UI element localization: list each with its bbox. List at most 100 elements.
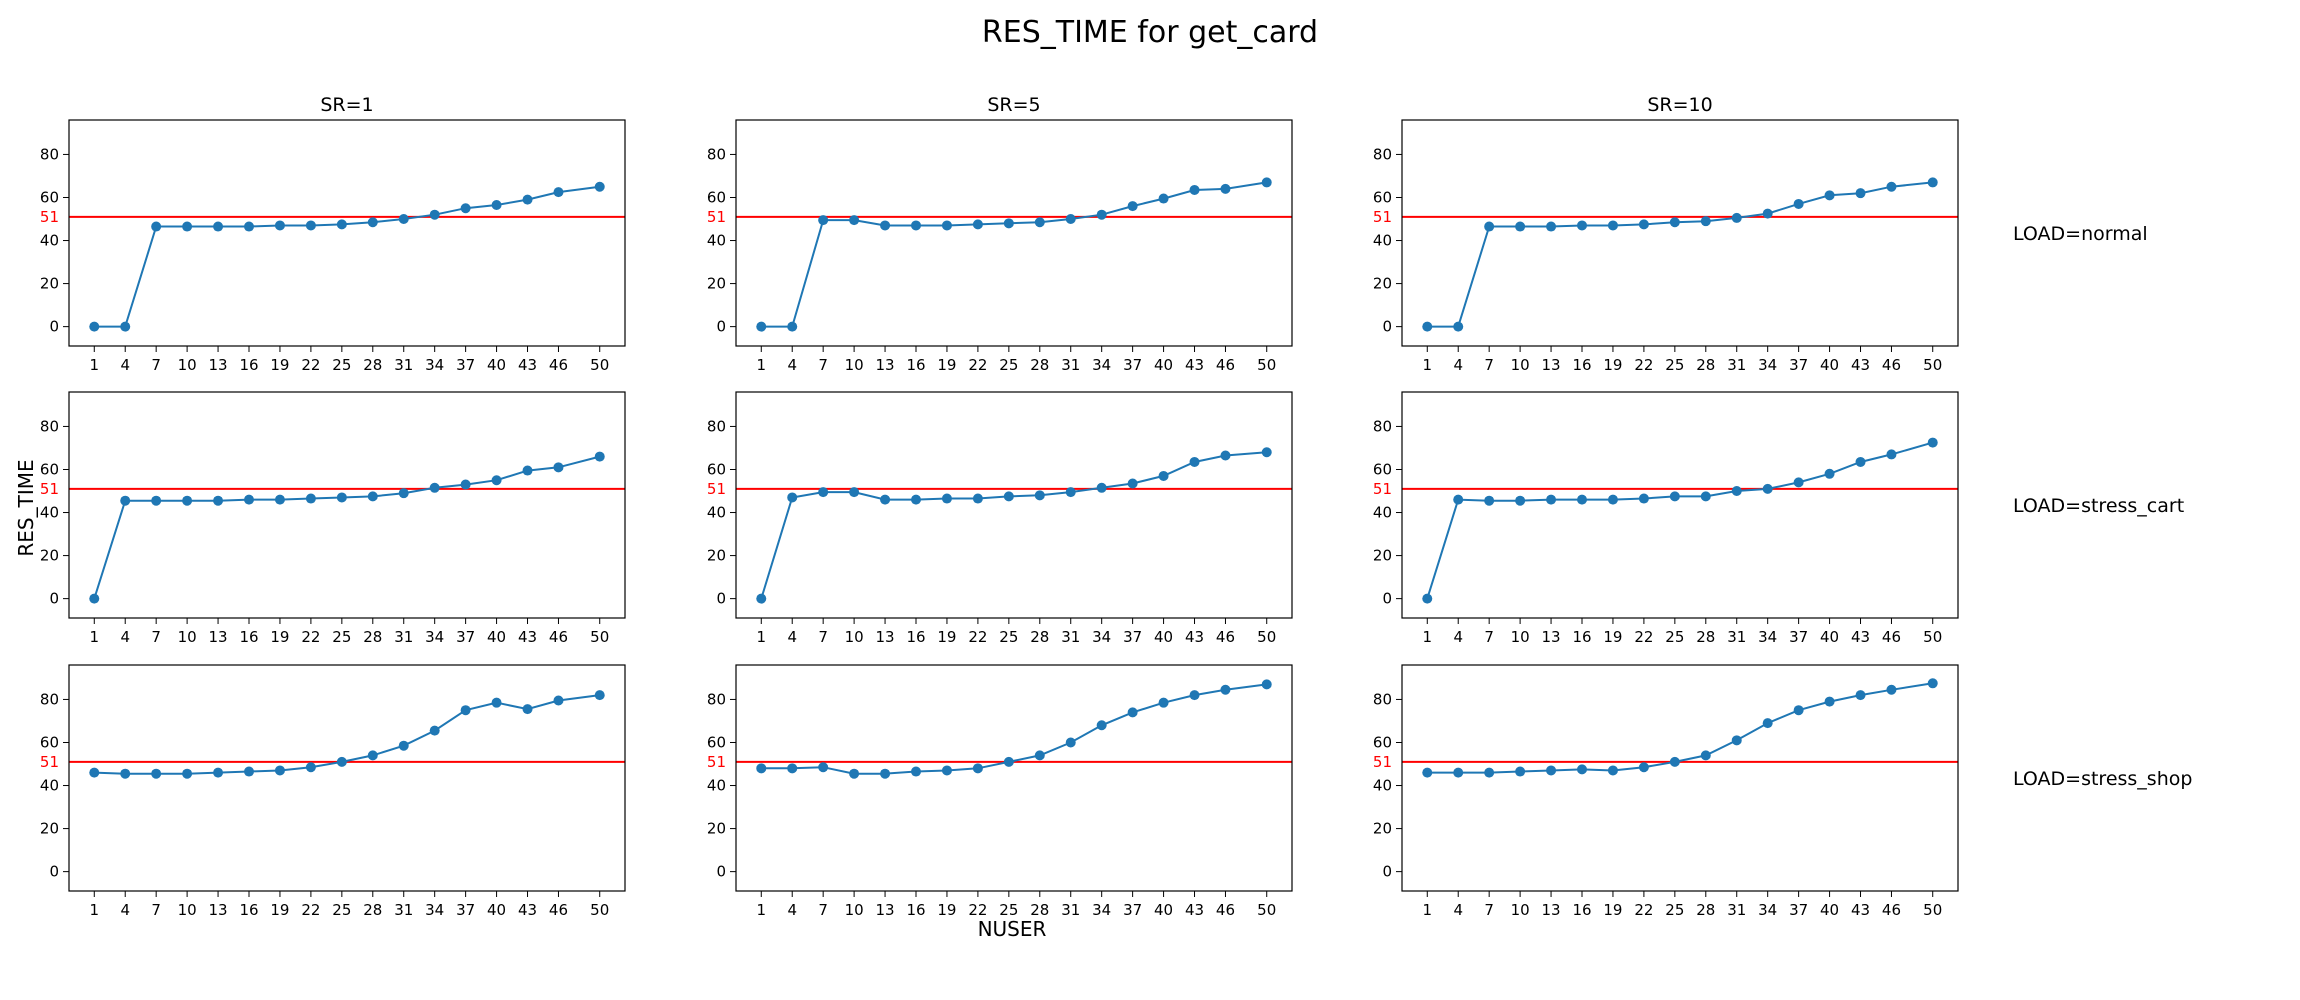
x-tick-label: 50: [1257, 901, 1276, 919]
x-tick-label: 16: [906, 901, 925, 919]
data-point: [1700, 750, 1711, 761]
y-tick-label: 0: [1382, 318, 1392, 336]
data-point: [1700, 491, 1711, 502]
y-tick-label: 80: [707, 417, 726, 435]
data-point: [151, 495, 162, 506]
x-tick-label: 31: [1727, 628, 1746, 646]
data-point: [367, 750, 378, 761]
y-tick-label: 40: [707, 504, 726, 522]
x-tick-label: 19: [937, 356, 956, 374]
x-tick-label: 16: [1572, 628, 1591, 646]
data-point: [849, 768, 860, 779]
subplot-1-0: 0 20 40 60 80 1 4 7 10 13 16 19 22 25 28 31 34 37 40 43 46 50…: [40, 391, 626, 646]
x-tick-label: 7: [1484, 356, 1494, 374]
data-point: [398, 740, 409, 751]
x-tick-label: 16: [1572, 356, 1591, 374]
x-tick-label: 7: [1484, 628, 1494, 646]
y-tick-label: 60: [707, 733, 726, 751]
data-point: [1886, 181, 1897, 192]
x-tick-label: 34: [425, 628, 444, 646]
x-tick-label: 19: [1603, 356, 1622, 374]
x-tick-label: 22: [1634, 628, 1653, 646]
subplot-2-0: 0 20 40 60 80 1 4 7 10 13 16 19 22 25 28 31 34 37 40 43 46 50…: [40, 664, 626, 919]
x-tick-label: 37: [1789, 901, 1808, 919]
x-tick-label: 10: [845, 901, 864, 919]
y-axis-label: RES_TIME: [14, 459, 38, 556]
data-point: [1158, 697, 1169, 708]
x-tick-label: 10: [1511, 901, 1530, 919]
data-point: [1096, 482, 1107, 493]
data-point: [1762, 208, 1773, 219]
data-point: [1669, 217, 1680, 228]
y-tick-label: 0: [716, 318, 726, 336]
x-tick-label: 46: [1882, 356, 1901, 374]
x-tick-label: 34: [425, 901, 444, 919]
y-tick-label: 20: [707, 275, 726, 293]
data-point: [305, 762, 316, 773]
data-point: [911, 766, 922, 777]
x-tick-label: 34: [1758, 356, 1777, 374]
data-point: [1927, 678, 1938, 689]
data-point: [911, 494, 922, 505]
data-point: [120, 321, 131, 332]
data-point: [460, 705, 471, 716]
data-point: [553, 187, 564, 198]
y-tick-label: 80: [1373, 690, 1392, 708]
x-tick-label: 34: [1758, 628, 1777, 646]
data-point: [1515, 221, 1526, 232]
y-tick-label: 40: [1373, 232, 1392, 250]
y-tick-label: 40: [1373, 504, 1392, 522]
data-point: [522, 704, 533, 715]
x-tick-label: 7: [818, 901, 828, 919]
y-tick-label: 60: [707, 460, 726, 478]
x-tick-label: 34: [1092, 901, 1111, 919]
data-point: [1886, 684, 1897, 695]
x-tick-label: 31: [1061, 901, 1080, 919]
data-point: [1189, 690, 1200, 701]
data-point: [89, 593, 100, 604]
x-tick-label: 28: [1696, 356, 1715, 374]
x-tick-label: 1: [1422, 628, 1432, 646]
x-tick-label: 4: [787, 628, 797, 646]
data-point: [880, 768, 891, 779]
plot-frame: [1401, 119, 1959, 347]
x-tick-label: 19: [270, 356, 289, 374]
x-tick-label: 31: [1061, 628, 1080, 646]
x-tick-label: 50: [1257, 356, 1276, 374]
y-tick-label: 80: [40, 145, 59, 163]
data-point: [911, 220, 922, 231]
x-tick-label: 13: [209, 628, 228, 646]
x-tick-label: 28: [1696, 901, 1715, 919]
x-tick-label: 37: [456, 356, 475, 374]
x-tick-label: 46: [549, 901, 568, 919]
x-tick-label: 50: [1923, 628, 1942, 646]
data-point: [553, 462, 564, 473]
x-tick-label: 43: [1851, 356, 1870, 374]
x-tick-label: 28: [363, 356, 382, 374]
data-point: [1793, 705, 1804, 716]
x-tick-label: 34: [1758, 901, 1777, 919]
y-tick-label: 40: [707, 777, 726, 795]
data-point: [89, 767, 100, 778]
data-point: [1003, 756, 1014, 767]
data-point: [1886, 449, 1897, 460]
data-point: [1484, 221, 1495, 232]
x-tick-label: 40: [1820, 356, 1839, 374]
data-point: [849, 487, 860, 498]
data-point: [1638, 493, 1649, 504]
data-point: [1731, 486, 1742, 497]
data-point: [1927, 177, 1938, 188]
x-tick-label: 34: [1092, 356, 1111, 374]
data-point: [756, 763, 767, 774]
y-tick-label: 80: [40, 417, 59, 435]
data-point: [1453, 767, 1464, 778]
data-point: [274, 494, 285, 505]
data-point: [756, 593, 767, 604]
y-tick-label: 80: [707, 145, 726, 163]
x-tick-label: 22: [301, 628, 320, 646]
row-label: LOAD=normal: [2013, 223, 2148, 245]
x-tick-label: 13: [1542, 628, 1561, 646]
data-point: [429, 482, 440, 493]
data-point: [1484, 495, 1495, 506]
x-axis-label: NUSER: [978, 917, 1047, 941]
